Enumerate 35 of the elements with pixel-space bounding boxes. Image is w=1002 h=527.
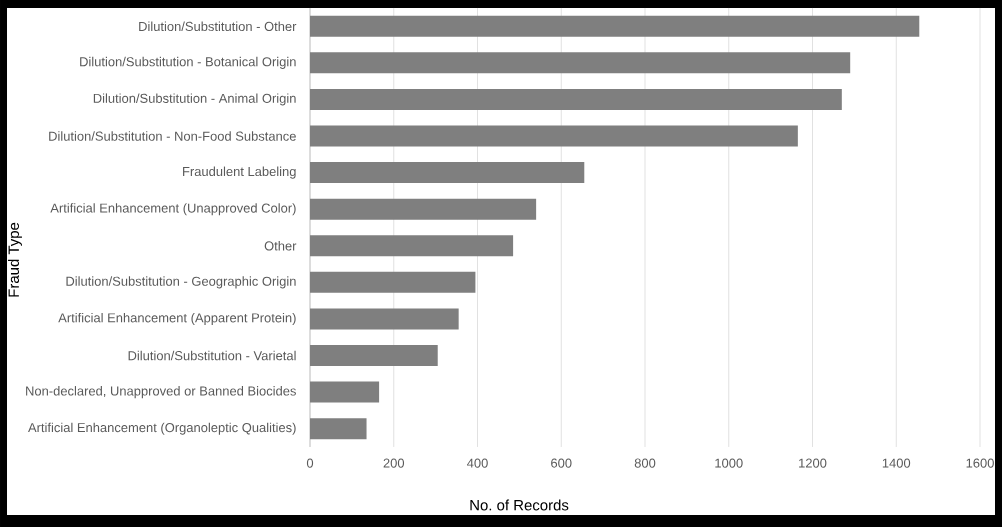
y-tick-label: Artificial Enhancement (Apparent Protein) — [58, 312, 296, 325]
x-tick-label: 1200 — [799, 458, 827, 468]
bar — [310, 15, 920, 37]
x-tick-label: 0 — [306, 458, 314, 468]
x-axis-title: No. of Records — [470, 499, 569, 511]
x-tick-label: 600 — [551, 458, 572, 468]
bar — [310, 125, 798, 147]
x-tick-label: 800 — [634, 458, 656, 468]
x-tick-label: 1000 — [715, 458, 743, 468]
bar — [310, 381, 380, 403]
y-tick-label: Artificial Enhancement (Unapproved Color) — [50, 203, 296, 216]
bar — [310, 52, 851, 74]
y-tick-label: Other — [264, 241, 297, 251]
bar — [310, 198, 537, 220]
y-tick-label: Dilution/Substitution - Non-Food Substance — [49, 131, 296, 141]
x-tick-label: 1600 — [966, 458, 994, 468]
bar — [310, 271, 476, 293]
x-tick-label: 200 — [383, 458, 405, 468]
bar — [310, 308, 459, 330]
y-axis-title: Fraud Type — [8, 222, 22, 297]
y-tick-label: Dilution/Substitution - Varietal — [128, 350, 296, 361]
x-tick-label: 400 — [467, 458, 488, 468]
x-tick-label: 1400 — [882, 458, 911, 468]
y-tick-label: Fraudulent Labeling — [183, 166, 296, 179]
bar — [310, 345, 438, 367]
y-tick-label: Dilution/Substitution - Botanical Origin — [80, 56, 296, 69]
y-tick-label: Artificial Enhancement (Organoleptic Qualities) — [28, 422, 296, 435]
bar — [310, 88, 842, 110]
y-tick-label: Dilution/Substitution - Animal Origin — [93, 93, 296, 106]
y-tick-label: Dilution/Substitution - Geographic Origin — [66, 276, 296, 289]
bar — [310, 162, 585, 184]
y-tick-label: Dilution/Substitution - Other — [139, 21, 297, 32]
y-tick-label: Non-declared, Unapproved or Banned Biocides — [26, 386, 296, 399]
bar — [310, 418, 367, 440]
bar — [310, 235, 514, 257]
